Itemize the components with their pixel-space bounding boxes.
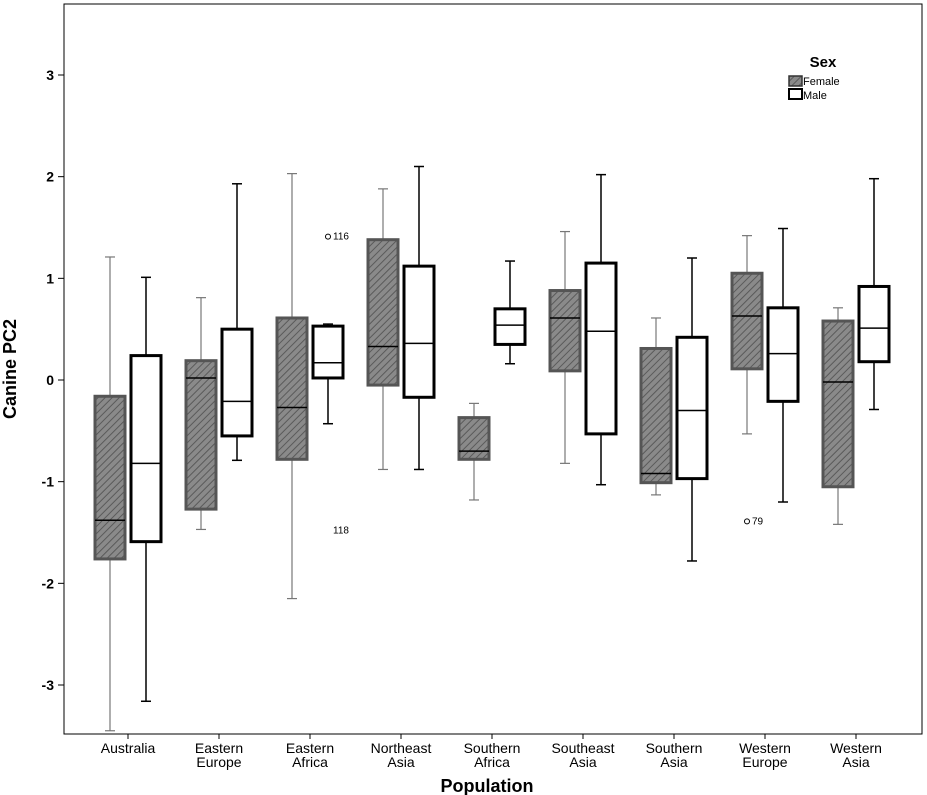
y-tick-label: 0 [46, 372, 54, 388]
category-label: Australia [101, 740, 156, 756]
box-female [548, 230, 582, 464]
category-label: Europe [196, 754, 241, 770]
iqr-box [584, 261, 618, 436]
category-label: Western [739, 740, 791, 756]
y-tick-label: -1 [42, 474, 55, 490]
box-male [129, 276, 163, 703]
iqr-box [366, 238, 400, 387]
category-label: Northeast [371, 740, 432, 756]
category-label: Eastern [195, 740, 243, 756]
iqr-box [129, 354, 163, 544]
iqr-box [220, 327, 254, 438]
category-label: Asia [569, 754, 596, 770]
iqr-box [184, 359, 218, 511]
category-label: Europe [742, 754, 787, 770]
y-tick-label: -2 [42, 575, 55, 591]
category-label: Africa [474, 754, 510, 770]
iqr-box [857, 284, 891, 364]
box-male [857, 177, 891, 411]
legend: Sex Female Male [788, 54, 840, 102]
iqr-box [93, 394, 127, 561]
box-male [766, 227, 800, 503]
box-female [821, 307, 855, 525]
box-male [220, 183, 254, 462]
legend-label-male: Male [803, 90, 827, 102]
legend-title: Sex [810, 54, 837, 71]
legend-label-female: Female [803, 76, 840, 88]
x-axis-title: Population [441, 776, 534, 795]
outlier-point [744, 518, 750, 525]
box-female [275, 173, 309, 600]
category-label: Africa [292, 754, 328, 770]
category-label: Asia [387, 754, 414, 770]
legend-swatch-male [788, 88, 803, 100]
category-label: Southeast [551, 740, 614, 756]
category-label: Southern [464, 740, 521, 756]
iqr-box [821, 319, 855, 489]
y-tick-label: -3 [42, 677, 55, 693]
box-female [93, 256, 127, 732]
iqr-box [548, 289, 582, 373]
box-male [402, 165, 436, 471]
iqr-box [402, 264, 436, 399]
box-female [730, 235, 764, 435]
box-female [366, 188, 400, 471]
category-label: Asia [660, 754, 687, 770]
box-female [639, 317, 673, 496]
box-female [457, 402, 491, 501]
y-tick-label: 3 [46, 67, 54, 83]
iqr-box [730, 271, 764, 371]
y-tick-label: 2 [46, 169, 54, 185]
box-male [493, 260, 527, 365]
iqr-box [493, 307, 527, 346]
category-label: Southern [646, 740, 703, 756]
box-groups [93, 165, 891, 732]
x-axis: Australia EasternEuropeEasternAfricaNorth… [101, 734, 882, 770]
box-male [311, 323, 345, 425]
outlier-markers: 116 118 79 [325, 232, 764, 536]
y-tick-label: 1 [46, 270, 54, 286]
box-male [584, 173, 618, 486]
box-female [184, 297, 218, 531]
iqr-box [766, 306, 800, 403]
y-axis: -3 -2 -1 0 1 2 3 [42, 67, 64, 693]
outlier-label: 118 [333, 525, 349, 536]
category-label: Eastern [286, 740, 334, 756]
outlier-point [325, 233, 331, 240]
y-axis-title: Canine PC2 [0, 319, 20, 419]
outlier-label: 79 [752, 516, 764, 527]
box-male [675, 257, 709, 562]
iqr-box [675, 335, 709, 481]
category-label: Western [830, 740, 882, 756]
iqr-box [639, 346, 673, 485]
outlier-label: 116 [333, 232, 349, 243]
iqr-box [311, 324, 345, 380]
legend-swatch-female [788, 75, 803, 87]
category-label: Asia [842, 754, 869, 770]
iqr-box [275, 316, 309, 461]
iqr-box [457, 416, 491, 461]
